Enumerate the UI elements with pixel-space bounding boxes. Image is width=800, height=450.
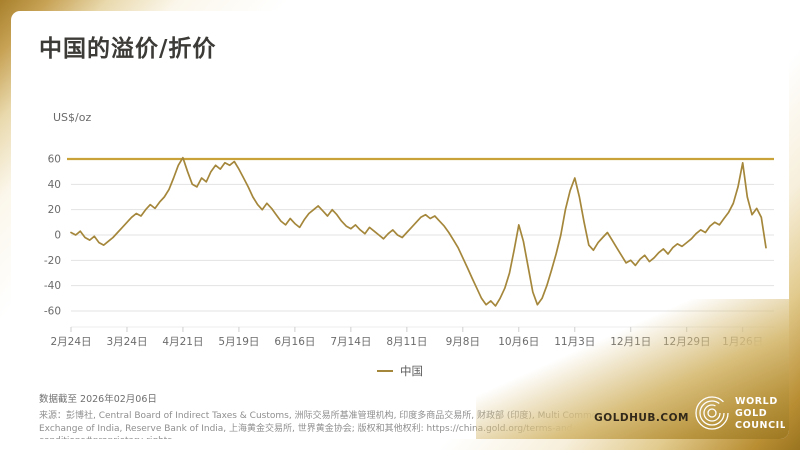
logo-word-council: COUNCIL — [735, 420, 785, 431]
svg-text:2月24日: 2月24日 — [50, 336, 91, 348]
svg-text:7月14日: 7月14日 — [330, 336, 371, 348]
gold-corner-wedge — [476, 299, 789, 439]
svg-text:8月11日: 8月11日 — [386, 336, 427, 348]
chart-legend: 中国 — [11, 363, 789, 379]
svg-text:-60: -60 — [44, 306, 61, 318]
svg-text:40: 40 — [48, 179, 61, 191]
world-gold-council-logo: WORLD GOLD COUNCIL — [695, 396, 785, 431]
svg-text:6月16日: 6月16日 — [274, 336, 315, 348]
svg-text:-20: -20 — [44, 255, 61, 267]
wgc-rings-icon — [695, 396, 729, 430]
logo-word-gold: GOLD — [735, 408, 767, 419]
logo-word-world: WORLD — [735, 396, 778, 407]
svg-text:9月8日: 9月8日 — [446, 336, 480, 348]
legend-line-swatch — [377, 370, 393, 372]
svg-text:-40: -40 — [44, 280, 61, 292]
legend-series-label: 中国 — [400, 364, 423, 378]
data-as-of-note: 数据截至 2026年02月06日 — [39, 394, 157, 405]
svg-text:3月24日: 3月24日 — [106, 336, 147, 348]
y-axis-label: US$/oz — [53, 111, 92, 124]
goldhub-link[interactable]: GOLDHUB.COM — [594, 412, 689, 424]
source-prefix: 来源：彭博社, Central Board of Indirect Taxes … — [39, 411, 615, 434]
svg-text:60: 60 — [48, 154, 61, 166]
chart-card: 中国的溢价/折价 US$/oz 60 40 20 0 -20 -40 -60 2月24日 3月2… — [11, 11, 789, 439]
svg-text:5月19日: 5月19日 — [218, 336, 259, 348]
page-title: 中国的溢价/折价 — [39, 36, 217, 62]
svg-text:0: 0 — [54, 230, 61, 242]
svg-text:4月21日: 4月21日 — [162, 336, 203, 348]
svg-text:20: 20 — [48, 204, 61, 216]
